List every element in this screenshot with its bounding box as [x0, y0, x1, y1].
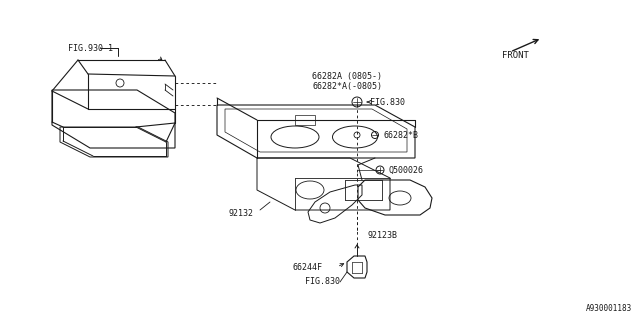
- Text: FIG.830: FIG.830: [370, 98, 405, 107]
- Text: FIG.830: FIG.830: [305, 277, 340, 286]
- Text: 66282*A(-0805): 66282*A(-0805): [312, 82, 382, 91]
- Text: 66244F: 66244F: [292, 262, 322, 271]
- Text: 66282A (0805-): 66282A (0805-): [312, 71, 382, 81]
- Text: A930001183: A930001183: [586, 304, 632, 313]
- Text: FRONT: FRONT: [502, 51, 529, 60]
- Text: FIG.930-1: FIG.930-1: [68, 44, 113, 52]
- Text: 92132: 92132: [228, 209, 253, 218]
- Text: 66282*B: 66282*B: [383, 131, 418, 140]
- Text: Q500026: Q500026: [388, 165, 423, 174]
- Text: 92123B: 92123B: [367, 230, 397, 239]
